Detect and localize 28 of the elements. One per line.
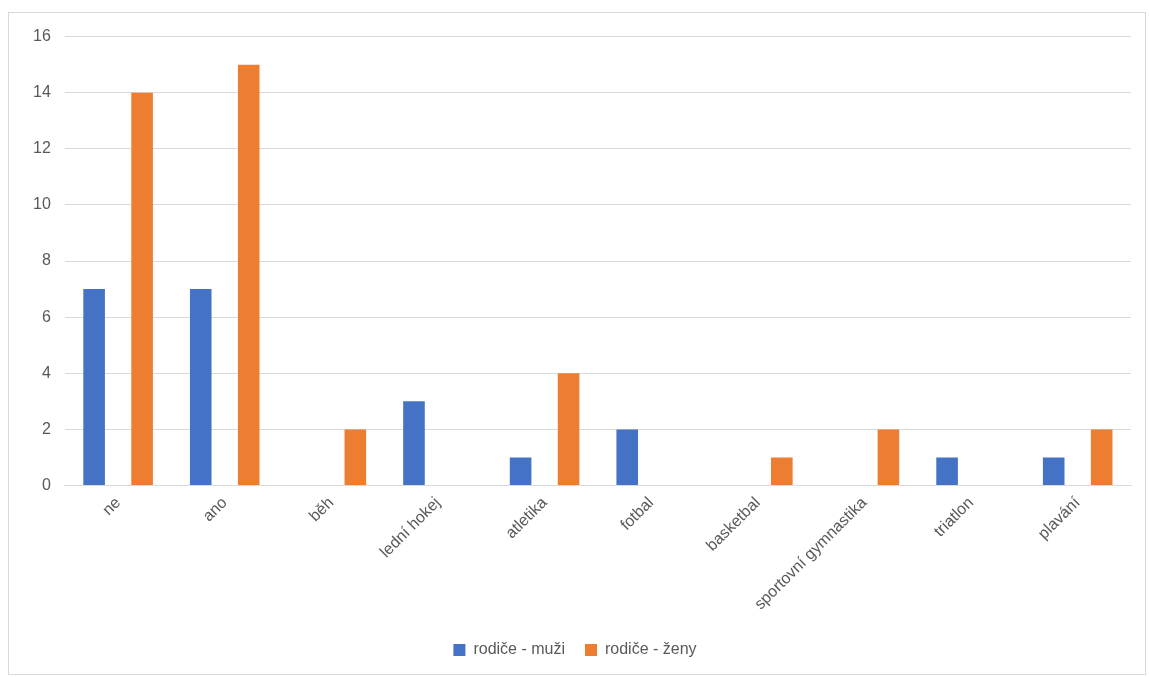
legend-label: rodiče - ženy (604, 640, 697, 658)
bar (1090, 429, 1113, 486)
bar (877, 429, 900, 486)
x-tick-label: ano (199, 493, 231, 525)
legend-label: rodiče - muži (473, 640, 565, 658)
bar (83, 289, 105, 486)
y-tick-label: 16 (33, 27, 51, 45)
y-tick-label: 0 (41, 475, 51, 493)
x-tick-label: běh (305, 493, 337, 525)
bar (936, 457, 958, 486)
y-tick-label: 10 (33, 195, 51, 213)
y-tick-label: 14 (33, 83, 51, 101)
y-tick-label: 2 (41, 419, 51, 437)
bar (189, 289, 212, 486)
bar (509, 457, 532, 486)
bar (1042, 457, 1065, 486)
y-tick-label: 4 (41, 363, 51, 381)
bar (344, 429, 367, 486)
y-tick-label: 6 (41, 307, 51, 325)
bar (616, 429, 639, 486)
x-tick-label: ne (98, 493, 124, 519)
bar (237, 64, 260, 486)
bar (403, 401, 425, 486)
bar (771, 457, 793, 486)
bar (131, 92, 153, 486)
y-tick-label: 12 (33, 139, 51, 157)
y-tick-label: 8 (41, 251, 51, 269)
bar (557, 373, 580, 486)
